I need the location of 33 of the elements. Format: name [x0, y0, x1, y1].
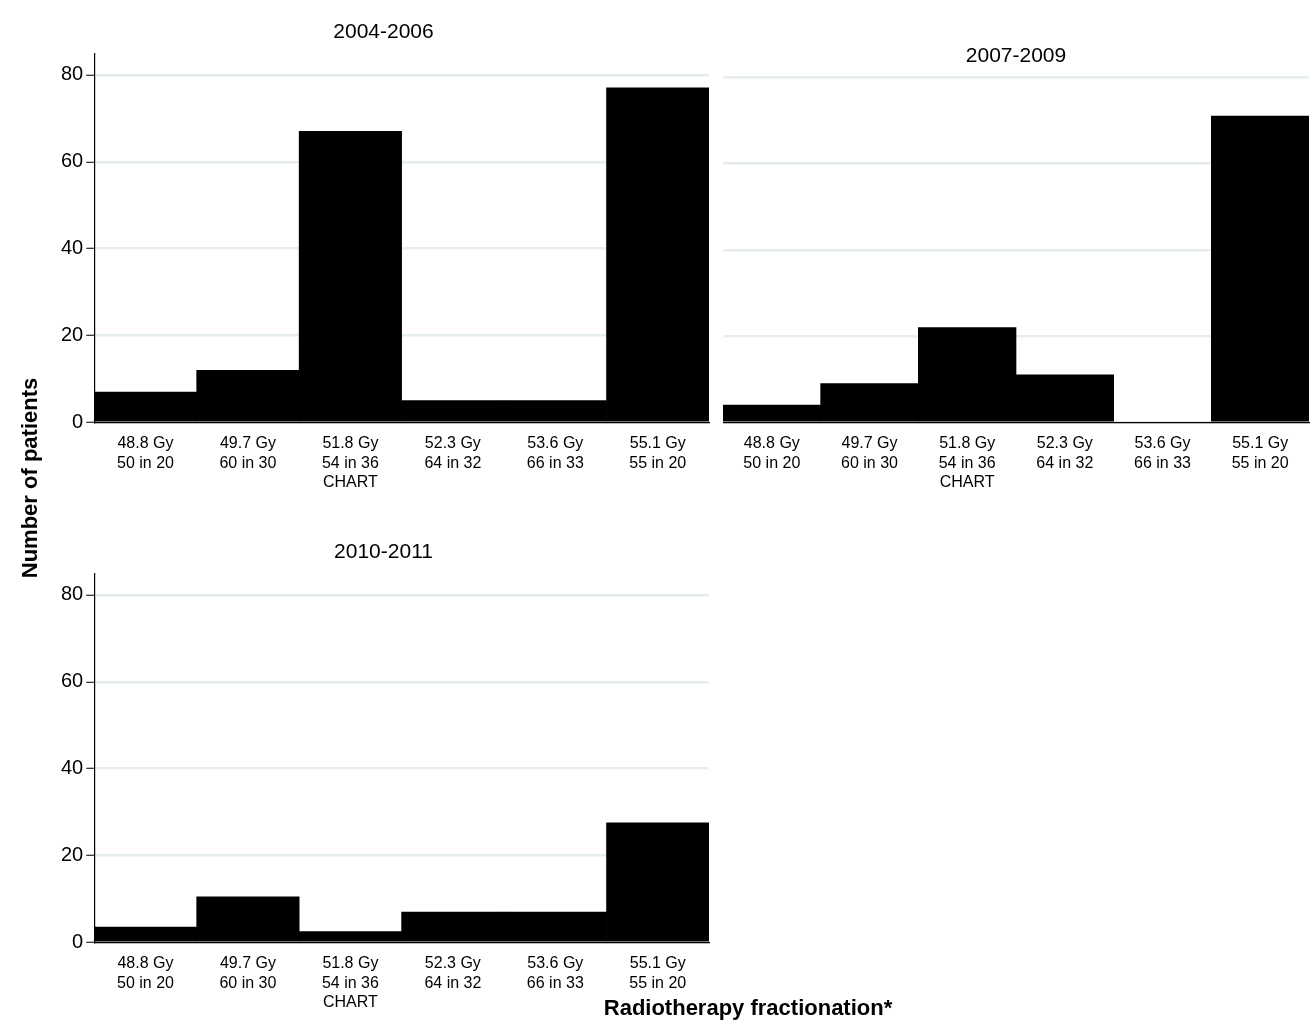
y-tick-label: 40: [61, 756, 84, 779]
x-tick-label: 52.3 Gy 64 in 32: [424, 954, 482, 991]
x-tick-label: 48.8 Gy 50 in 20: [743, 434, 801, 471]
x-tick-label: 52.3 Gy 64 in 32: [424, 434, 482, 471]
chart-title: 2004-2006: [333, 19, 434, 43]
y-tick-label: 40: [61, 236, 84, 259]
x-tick-label: 51.8 Gy 54 in 36 CHART: [321, 434, 379, 490]
y-axis-title: Number of patients: [17, 377, 43, 579]
y-tick-label: 80: [61, 62, 84, 85]
x-tick-label: 53.6 Gy 66 in 33: [526, 954, 584, 991]
y-tick-label: 60: [61, 149, 84, 172]
x-tick-label: 49.7 Gy 60 in 30: [841, 434, 899, 471]
x-tick-label: 49.7 Gy 60 in 30: [219, 434, 277, 471]
x-tick-label: 51.8 Gy 54 in 36 CHART: [321, 954, 379, 1010]
x-axis-title: Radiotherapy fractionation*: [603, 995, 893, 1021]
x-tick-label: 53.6 Gy 66 in 33: [1134, 434, 1192, 471]
chart-title: 2010-2011: [334, 539, 433, 563]
x-tick-label: 51.8 Gy 54 in 36 CHART: [938, 434, 996, 490]
x-tick-label: 48.8 Gy 50 in 20: [117, 434, 175, 471]
y-tick-label: 20: [61, 323, 84, 346]
y-tick-label: 80: [61, 582, 84, 605]
x-tick-label: 55.1 Gy 55 in 20: [629, 434, 687, 471]
y-tick-label: 20: [61, 843, 84, 866]
x-tick-label: 49.7 Gy 60 in 30: [219, 954, 277, 991]
x-tick-label: 55.1 Gy 55 in 20: [1231, 434, 1289, 471]
y-tick-label: 0: [72, 929, 84, 952]
y-tick-label: 0: [72, 409, 84, 432]
x-tick-label: 55.1 Gy 55 in 20: [629, 954, 687, 991]
chart-title: 2007-2009: [965, 43, 1067, 67]
x-tick-label: 48.8 Gy 50 in 20: [117, 954, 175, 991]
x-tick-label: 53.6 Gy 66 in 33: [526, 434, 584, 471]
x-tick-label: 52.3 Gy 64 in 32: [1036, 434, 1094, 471]
y-tick-label: 60: [61, 669, 84, 692]
